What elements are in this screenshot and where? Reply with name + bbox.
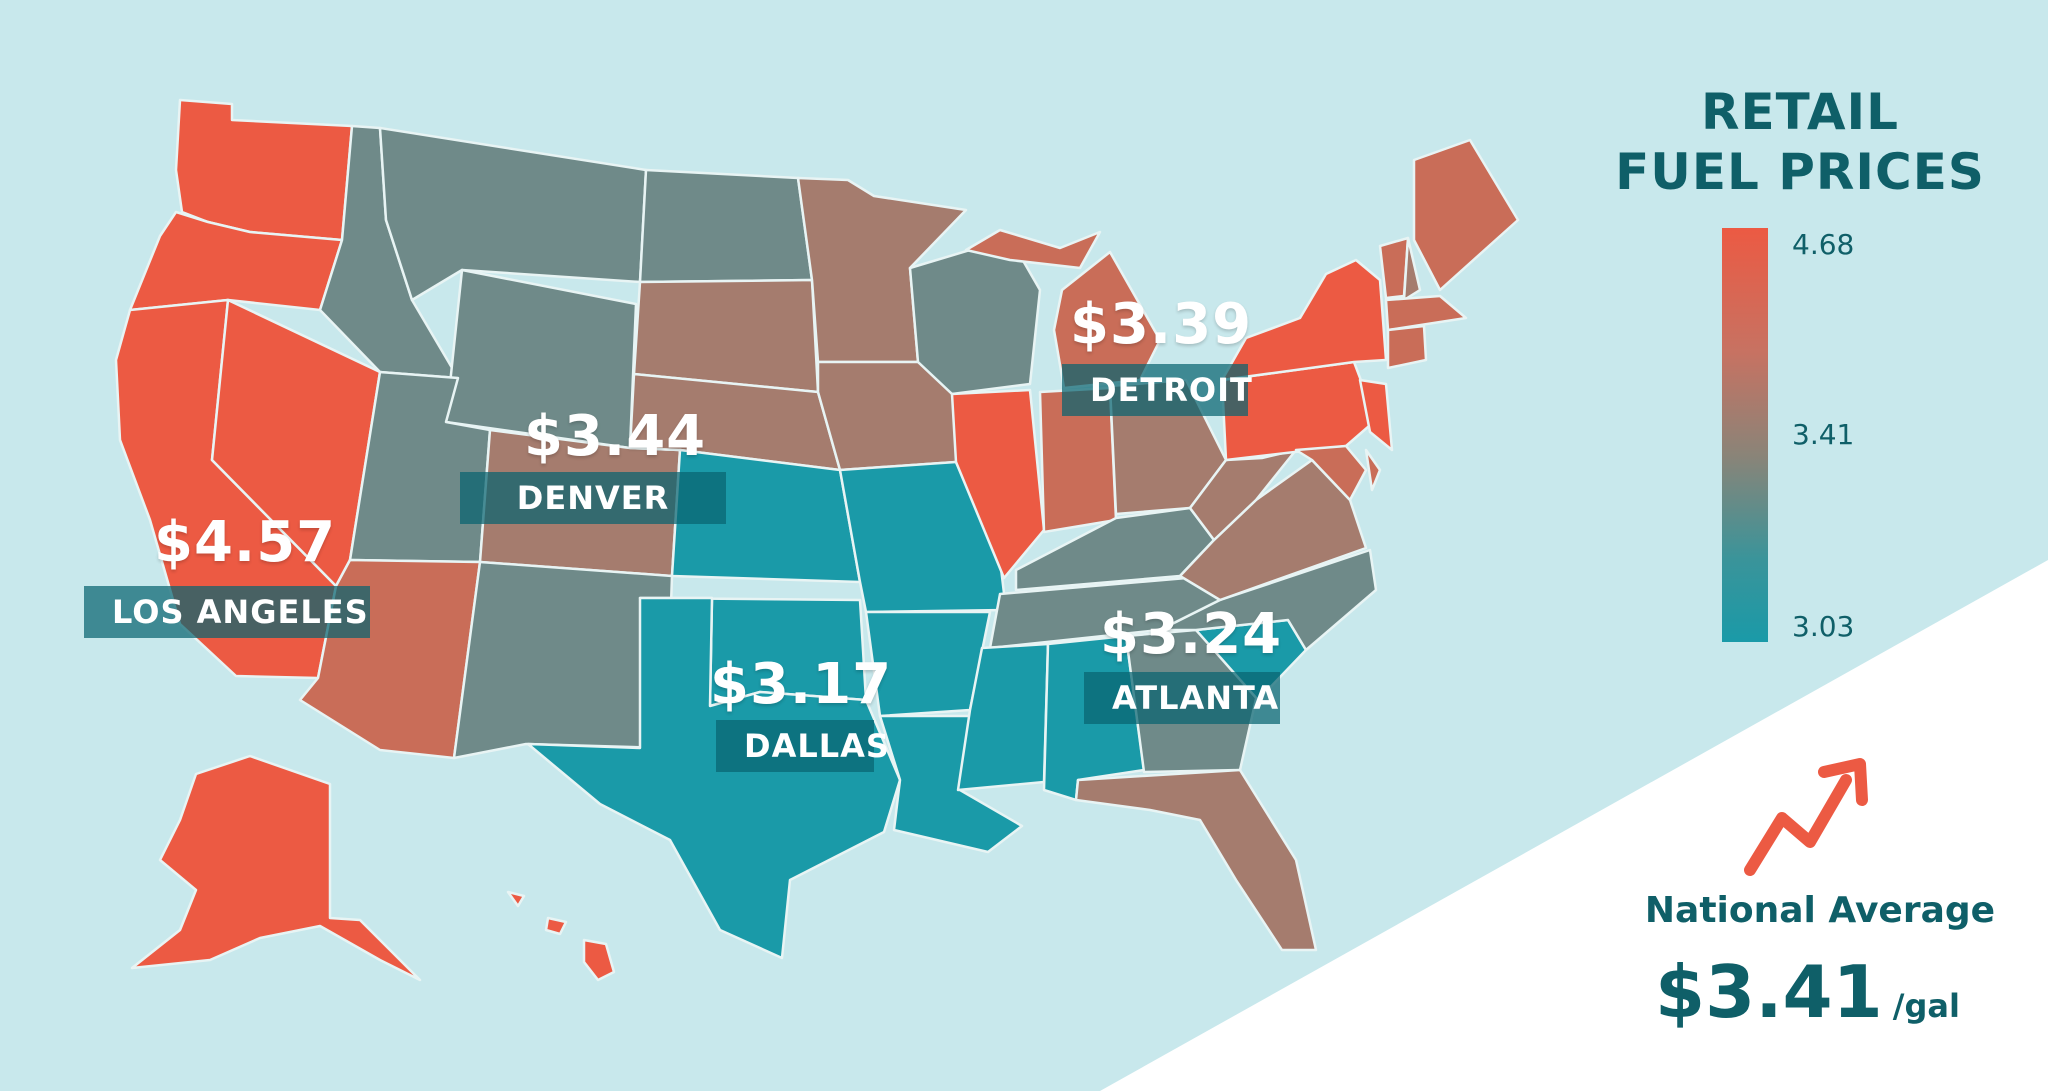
legend-min-value: 3.03 [1792, 610, 1855, 643]
state-florida [1074, 768, 1318, 952]
state-connecticut [1386, 324, 1428, 370]
state-south-dakota [632, 278, 820, 394]
legend-color-scale [1722, 228, 1768, 642]
trending-up-arrow-icon [1744, 758, 1868, 876]
state-new-jersey [1358, 378, 1394, 452]
dallas-price: $3.17 [710, 652, 893, 717]
white-corner-panel [1100, 560, 2048, 1091]
legend-title-line1: RETAIL [1700, 83, 1900, 141]
state-mississippi [956, 642, 1050, 792]
state-hawaii-oahu [506, 890, 526, 908]
state-new-hampshire [1402, 236, 1422, 302]
national-average-row: $3.41/gal [1655, 950, 1960, 1034]
dallas-label: DALLAS [716, 720, 889, 772]
state-north-dakota [638, 168, 814, 284]
national-average-unit: /gal [1892, 987, 1960, 1025]
national-average-label: National Average [1644, 890, 1996, 931]
los-angeles-label: LOS ANGELES [84, 586, 370, 638]
state-new-york [1220, 258, 1388, 382]
atlanta-price: $3.24 [1100, 602, 1283, 667]
state-maine [1412, 138, 1520, 292]
detroit-label: DETROIT [1062, 364, 1252, 416]
state-alaska [130, 754, 422, 982]
legend-max-value: 4.68 [1792, 228, 1855, 261]
detroit-price: $3.39 [1070, 292, 1253, 357]
denver-label: DENVER [460, 472, 726, 524]
state-illinois [950, 388, 1046, 580]
state-texas [526, 596, 902, 960]
atlanta-label: ATLANTA [1084, 672, 1280, 724]
legend-title: RETAIL FUEL PRICES [1610, 82, 1990, 202]
legend-mid-value: 3.41 [1792, 418, 1855, 451]
state-massachusetts [1384, 294, 1468, 332]
state-maryland [1294, 444, 1368, 502]
state-michigan-upper [964, 228, 1102, 270]
legend-title-line2: FUEL PRICES [1615, 143, 1985, 201]
state-hawaii-maui [544, 916, 568, 936]
national-average-value: $3.41 [1655, 950, 1883, 1034]
state-montana [378, 126, 648, 302]
state-delaware [1364, 448, 1382, 492]
denver-price: $3.44 [524, 404, 707, 469]
los-angeles-price: $4.57 [154, 510, 337, 575]
state-hawaii-big-island [582, 938, 616, 982]
